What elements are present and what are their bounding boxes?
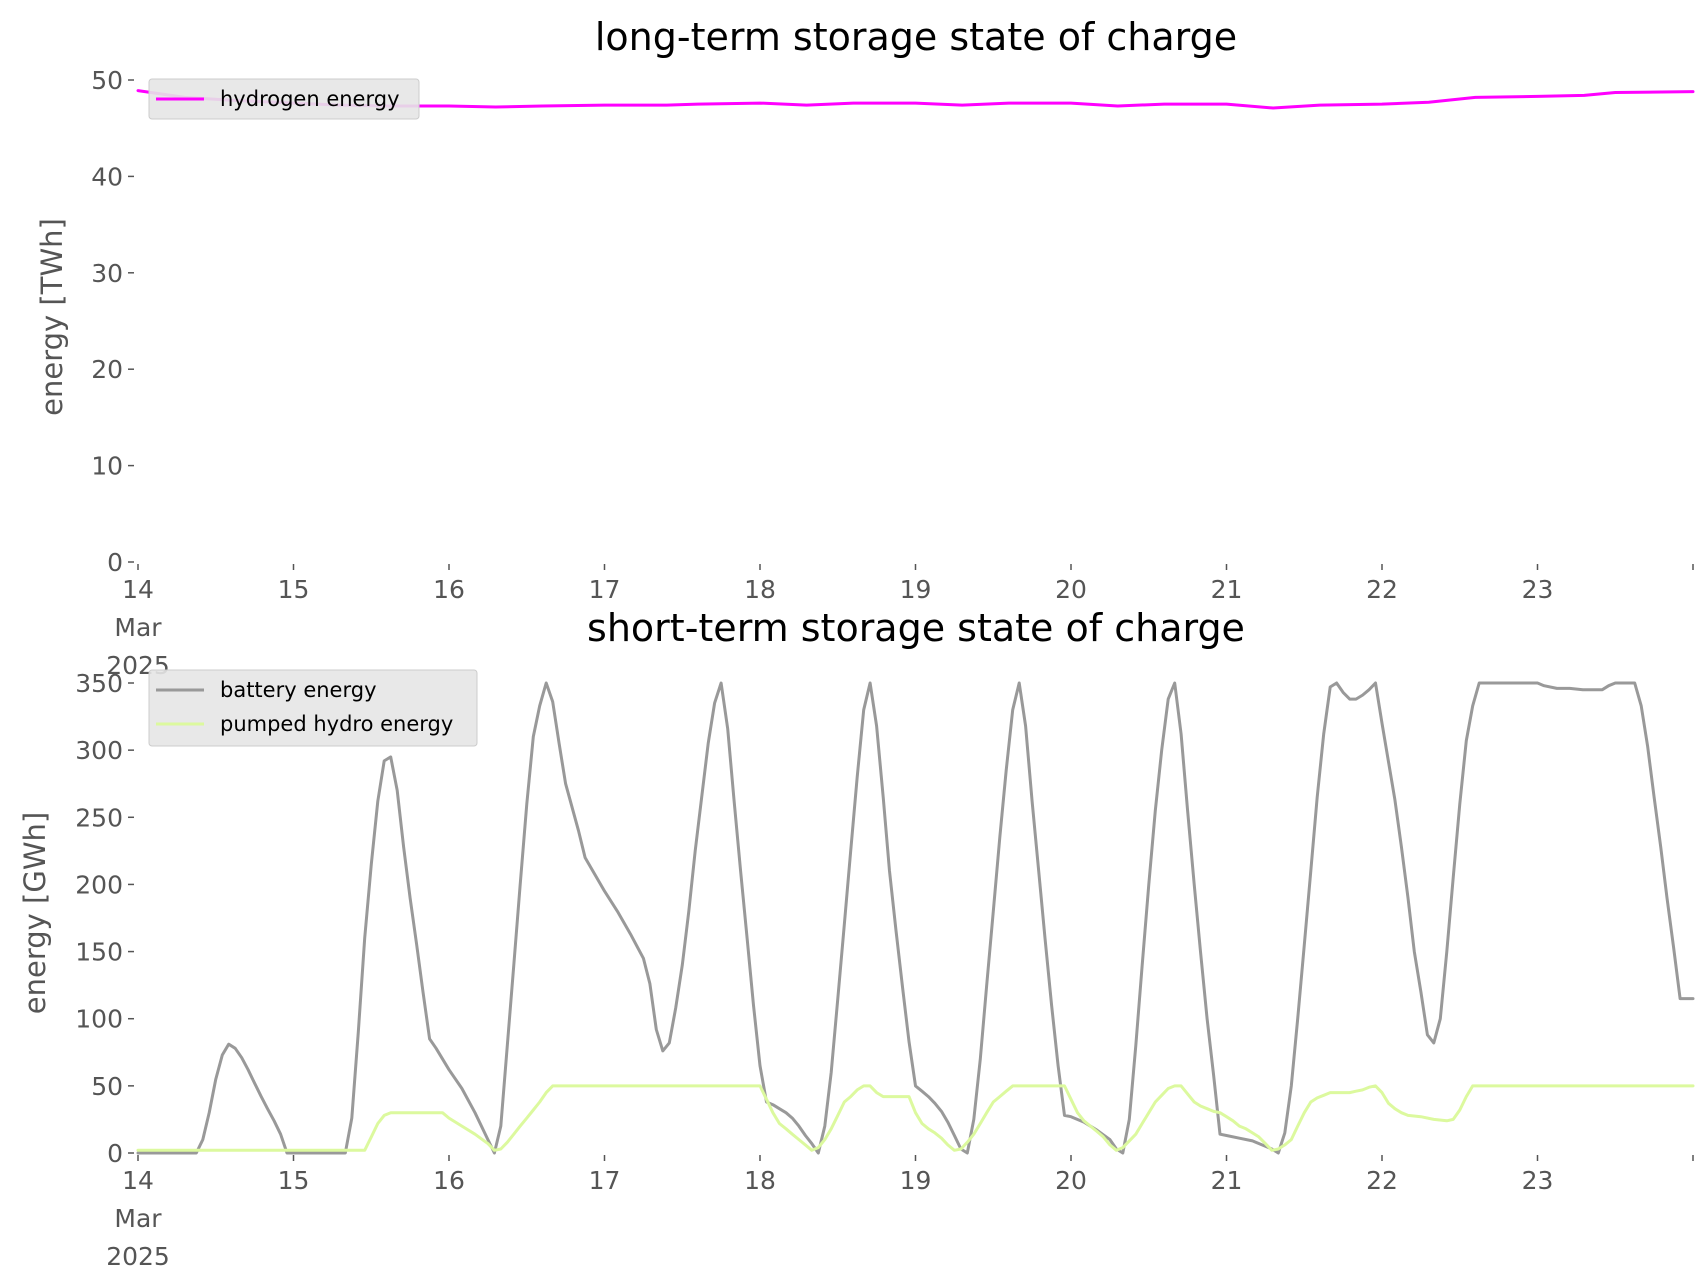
y-tick-label: 300	[75, 736, 123, 765]
y-tick-label: 30	[91, 259, 123, 288]
y-axis-ticks: 0 10 20 30 40 50	[91, 66, 134, 577]
legend-label-pumped-hydro-energy: pumped hydro energy	[220, 712, 453, 736]
legend-label-hydrogen-energy: hydrogen energy	[220, 87, 400, 111]
x-tick-label: 16	[433, 575, 465, 604]
short-term-storage-chart: short-term storage state of charge energ…	[18, 606, 1695, 1271]
x-axis-ticks: 14 Mar 2025 15 16 17 18 19 20 21 22 23	[106, 564, 1694, 680]
chart-title: long-term storage state of charge	[595, 15, 1237, 59]
series-lines	[136, 681, 1695, 1155]
x-tick-label: 22	[1366, 1166, 1398, 1195]
x-axis-ticks: 14 Mar 2025 15 16 17 18 19 20 21 22 23	[106, 1155, 1694, 1271]
y-axis-label: energy [GWh]	[18, 812, 52, 1014]
y-tick-label: 50	[91, 66, 123, 95]
x-tick-label: 21	[1211, 1166, 1243, 1195]
legend-frame	[148, 669, 478, 747]
x-tick-label: 19	[900, 1166, 932, 1195]
x-tick-label: 19	[900, 575, 932, 604]
y-tick-label: 100	[75, 1005, 123, 1034]
y-axis-ticks: 0 50 100 150 200 250 300 350	[75, 669, 134, 1168]
legend-label-battery-energy: battery energy	[220, 678, 377, 702]
legend: battery energy pumped hydro energy	[148, 669, 478, 747]
y-tick-label: 250	[75, 803, 123, 832]
x-tick-label: 17	[589, 1166, 621, 1195]
x-tick-label: 20	[1055, 1166, 1087, 1195]
x-tick-label: 18	[744, 575, 776, 604]
x-tick-label: 16	[433, 1166, 465, 1195]
y-axis-label: energy [TWh]	[35, 218, 69, 416]
y-tick-label: 20	[91, 355, 123, 384]
x-tick-label: 23	[1522, 575, 1554, 604]
legend-frame	[148, 78, 420, 120]
x-tick-label: 22	[1366, 575, 1398, 604]
x-tick-label: 23	[1522, 1166, 1554, 1195]
y-tick-label: 150	[75, 938, 123, 967]
x-tick-label: 15	[278, 1166, 310, 1195]
x-tick-label: 21	[1211, 575, 1243, 604]
series-line-battery-energy	[136, 681, 1695, 1155]
y-tick-label: 0	[107, 1139, 123, 1168]
x-tick-label: 20	[1055, 575, 1087, 604]
y-tick-label: 10	[91, 452, 123, 481]
x-tick-label: 18	[744, 1166, 776, 1195]
y-tick-label: 0	[107, 548, 123, 577]
legend: hydrogen energy	[148, 78, 420, 120]
x-tick-label: 15	[278, 575, 310, 604]
y-tick-label: 350	[75, 669, 123, 698]
y-tick-label: 200	[75, 870, 123, 899]
chart-title: short-term storage state of charge	[587, 606, 1245, 650]
long-term-storage-chart: long-term storage state of charge energy…	[35, 15, 1695, 680]
x-tick-label: 14 Mar 2025	[106, 1166, 170, 1271]
y-tick-label: 50	[91, 1072, 123, 1101]
series-line-pumped-hydro-energy	[136, 1084, 1695, 1152]
x-tick-label: 17	[589, 575, 621, 604]
y-tick-label: 40	[91, 162, 123, 191]
x-tick-label: 14 Mar 2025	[106, 575, 170, 680]
